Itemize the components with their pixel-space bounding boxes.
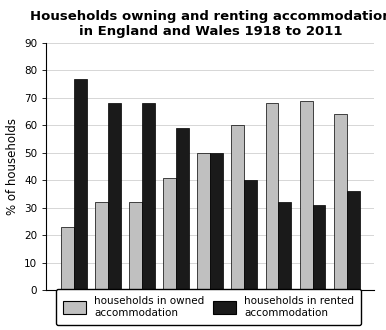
Bar [129, 202, 142, 290]
Bar [61, 227, 74, 290]
Bar [74, 79, 87, 290]
Legend: households in owned
accommodation, households in rented
accommodation: households in owned accommodation, house… [56, 289, 361, 325]
Bar [266, 103, 278, 290]
Bar [108, 103, 121, 290]
Bar [163, 178, 176, 290]
Bar [95, 202, 108, 290]
Bar [176, 128, 189, 290]
Bar [197, 153, 210, 290]
Bar [232, 125, 244, 290]
Bar [142, 103, 155, 290]
Bar [347, 191, 359, 290]
Bar [210, 153, 223, 290]
Bar [244, 181, 257, 290]
Bar [278, 202, 291, 290]
Bar [334, 115, 347, 290]
Title: Households owning and renting accommodation
in England and Wales 1918 to 2011: Households owning and renting accommodat… [30, 10, 386, 38]
Bar [313, 205, 325, 290]
Y-axis label: % of households: % of households [6, 118, 19, 215]
Bar [300, 101, 313, 290]
